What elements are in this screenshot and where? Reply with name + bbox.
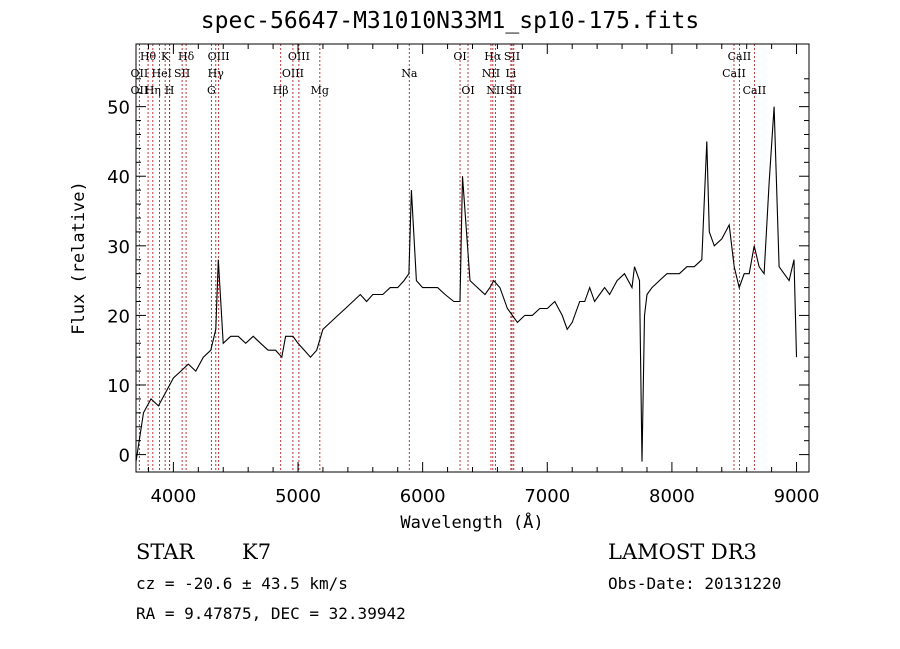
chart-title: spec-56647-M31010N33M1_sp10-175.fits [200,8,700,34]
x-tick-label: 4000 [150,486,196,507]
x-tick-label: 9000 [774,486,820,507]
redshift-cz: cz = -20.6 ± 43.5 km/s [136,574,348,593]
spectral-line-label: NII [486,84,504,97]
spectral-line-label: Hθ [140,50,157,63]
spectral-line-label: Na [401,67,418,80]
object-type: STAR [136,540,195,564]
survey-name: LAMOST DR3 [608,540,757,564]
spectrum-plot [135,106,798,462]
spectral-line-label: Mg [311,84,329,97]
spectral-line-label: OI [453,50,466,63]
y-axis-label: Flux (relative) [69,181,89,335]
spectral-line-label: Hβ [273,84,289,97]
spectral-line-label: Hα [484,50,502,63]
spectral-line-label: NII [482,67,500,80]
spectrum-series-line [135,106,798,462]
spectral-subclass: K7 [242,540,272,564]
spectral-line-label: Hδ [178,50,195,63]
y-tick-label: 30 [107,237,130,258]
spectral-line-label: CaII [743,84,767,97]
x-tick-label: 7000 [524,486,570,507]
spectral-line-label: K [161,50,170,63]
spectral-line-label: OIII [282,67,304,80]
spectral-line-label: CaII [728,50,752,63]
plot-frame [135,43,810,473]
spectral-line-label: Li [505,67,516,80]
x-tick-label: 6000 [400,486,446,507]
axes: 4000 5000 6000 7000 8000 9000 0 10 20 30 40 50 [107,44,819,507]
x-tick-label: 8000 [649,486,695,507]
observation-date: Obs-Date: 20131220 [608,574,782,593]
spectral-line-label: G [207,84,216,97]
spectral-line-label: OIII [208,50,230,63]
spectral-line-label: Hγ [208,67,225,80]
coordinates: RA = 9.47875, DEC = 32.39942 [136,604,406,623]
y-tick-label: 50 [107,98,130,119]
y-tick-label: 0 [119,446,130,467]
spectral-line-markers: HθKHδOIIIOIIIOIHαSIICaIIOIIHeISIIHγOIIIN… [131,44,767,472]
spectral-line-label: Hη [145,84,161,97]
spectral-line-label: OI [461,84,474,97]
x-axis-label: Wavelength (Å) [400,511,543,533]
y-tick-label: 40 [107,167,130,188]
spectral-line-label: SII [504,50,520,63]
y-tick-label: 10 [107,376,130,397]
spectral-line-label: OII [131,84,149,97]
spectral-line-label: OII [131,67,149,80]
spectral-line-label: SII [506,84,522,97]
spectral-line-label: He [152,67,168,80]
spectral-line-label: SII [174,67,190,80]
spectral-line-label: OIII [288,50,310,63]
y-tick-label: 20 [107,306,130,327]
x-tick-label: 5000 [275,486,321,507]
spectral-line-label: H [165,84,175,97]
spectral-line-label: CaII [722,67,746,80]
